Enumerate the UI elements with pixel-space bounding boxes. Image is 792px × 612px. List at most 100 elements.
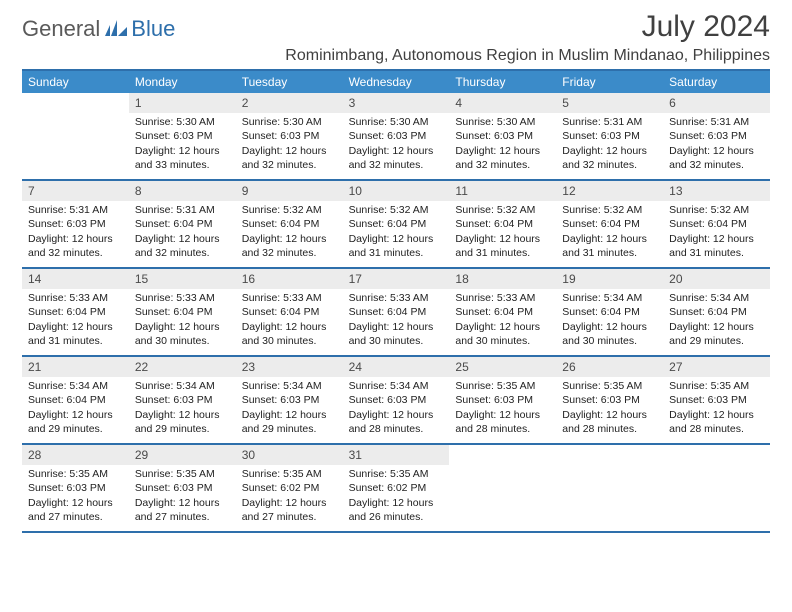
day-cell: 14Sunrise: 5:33 AMSunset: 6:04 PMDayligh…: [22, 269, 129, 355]
day-number: 23: [236, 357, 343, 377]
day-body: Sunrise: 5:31 AMSunset: 6:03 PMDaylight:…: [663, 113, 770, 176]
sunrise-text: Sunrise: 5:35 AM: [669, 379, 764, 393]
day-cell: 24 Sunrise: 5:34 AMSunset: 6:03 PMDayligh…: [343, 357, 450, 443]
weekday-header-row: SundayMondayTuesdayWednesdayThursdayFrid…: [22, 69, 770, 93]
day-body: Sunrise: 5:30 AMSunset: 6:03 PMDaylight:…: [343, 113, 450, 176]
week-row: 21Sunrise: 5:34 AMSunset: 6:04 PMDayligh…: [22, 357, 770, 445]
day-cell: 16Sunrise: 5:33 AMSunset: 6:04 PMDayligh…: [236, 269, 343, 355]
daylight-text: Daylight: 12 hours and 32 minutes.: [242, 232, 337, 260]
sunrise-text: Sunrise: 5:34 AM: [349, 379, 444, 393]
day-cell: [556, 445, 663, 531]
daylight-text: Daylight: 12 hours and 30 minutes.: [349, 320, 444, 348]
day-number: 30: [236, 445, 343, 465]
day-cell: 1Sunrise: 5:30 AMSunset: 6:03 PMDaylight…: [129, 93, 236, 179]
day-cell: 3Sunrise: 5:30 AMSunset: 6:03 PMDaylight…: [343, 93, 450, 179]
sunset-text: Sunset: 6:04 PM: [349, 305, 444, 319]
day-cell: 26Sunrise: 5:35 AMSunset: 6:03 PMDayligh…: [556, 357, 663, 443]
weekday-header-cell: Saturday: [663, 71, 770, 93]
daylight-text: Daylight: 12 hours and 32 minutes.: [455, 144, 550, 172]
day-body: Sunrise: 5:32 AMSunset: 6:04 PMDaylight:…: [236, 201, 343, 264]
calendar-grid: SundayMondayTuesdayWednesdayThursdayFrid…: [22, 69, 770, 533]
weekday-header-cell: Monday: [129, 71, 236, 93]
day-cell: 30Sunrise: 5:35 AMSunset: 6:02 PMDayligh…: [236, 445, 343, 531]
day-number: 5: [556, 93, 663, 113]
daylight-text: Daylight: 12 hours and 31 minutes.: [669, 232, 764, 260]
sunset-text: Sunset: 6:02 PM: [242, 481, 337, 495]
day-number: 10: [343, 181, 450, 201]
sunrise-text: Sunrise: 5:34 AM: [28, 379, 123, 393]
day-cell: 10Sunrise: 5:32 AMSunset: 6:04 PMDayligh…: [343, 181, 450, 267]
sunset-text: Sunset: 6:03 PM: [349, 393, 444, 407]
sunset-text: Sunset: 6:04 PM: [28, 305, 123, 319]
week-row: 7Sunrise: 5:31 AMSunset: 6:03 PMDaylight…: [22, 181, 770, 269]
day-cell: 28Sunrise: 5:35 AMSunset: 6:03 PMDayligh…: [22, 445, 129, 531]
title-block: July 2024 Rominimbang, Autonomous Region…: [285, 10, 770, 65]
sunset-text: Sunset: 6:04 PM: [242, 305, 337, 319]
daylight-text: Daylight: 12 hours and 30 minutes.: [455, 320, 550, 348]
sunrise-text: Sunrise: 5:34 AM: [242, 379, 337, 393]
day-number: 25: [449, 357, 556, 377]
sunset-text: Sunset: 6:04 PM: [135, 217, 230, 231]
day-number: 22: [129, 357, 236, 377]
sunset-text: Sunset: 6:04 PM: [455, 217, 550, 231]
sunrise-text: Sunrise: 5:34 AM: [562, 291, 657, 305]
day-body: Sunrise: 5:32 AMSunset: 6:04 PMDaylight:…: [663, 201, 770, 264]
sunset-text: Sunset: 6:03 PM: [562, 393, 657, 407]
day-body: Sunrise: 5:32 AMSunset: 6:04 PMDaylight:…: [343, 201, 450, 264]
sunrise-text: Sunrise: 5:30 AM: [349, 115, 444, 129]
day-body: Sunrise: 5:32 AMSunset: 6:04 PMDaylight:…: [449, 201, 556, 264]
logo-chart-icon: [105, 20, 127, 41]
day-number: 19: [556, 269, 663, 289]
daylight-text: Daylight: 12 hours and 31 minutes.: [349, 232, 444, 260]
sunrise-text: Sunrise: 5:33 AM: [349, 291, 444, 305]
sunrise-text: Sunrise: 5:32 AM: [349, 203, 444, 217]
day-number: 28: [22, 445, 129, 465]
day-number: 24: [343, 357, 450, 377]
day-body: Sunrise: 5:35 AMSunset: 6:03 PMDaylight:…: [22, 465, 129, 528]
day-body: Sunrise: 5:34 AMSunset: 6:04 PMDaylight:…: [556, 289, 663, 352]
daylight-text: Daylight: 12 hours and 31 minutes.: [455, 232, 550, 260]
daylight-text: Daylight: 12 hours and 30 minutes.: [242, 320, 337, 348]
day-cell: 13Sunrise: 5:32 AMSunset: 6:04 PMDayligh…: [663, 181, 770, 267]
day-body: Sunrise: 5:33 AMSunset: 6:04 PMDaylight:…: [236, 289, 343, 352]
day-body: Sunrise: 5:34 AMSunset: 6:03 PMDaylight:…: [129, 377, 236, 440]
daylight-text: Daylight: 12 hours and 27 minutes.: [242, 496, 337, 524]
day-body: Sunrise: 5:31 AMSunset: 6:03 PMDaylight:…: [22, 201, 129, 264]
day-cell: 11Sunrise: 5:32 AMSunset: 6:04 PMDayligh…: [449, 181, 556, 267]
daylight-text: Daylight: 12 hours and 28 minutes.: [349, 408, 444, 436]
sunrise-text: Sunrise: 5:33 AM: [135, 291, 230, 305]
day-body: Sunrise: 5:32 AMSunset: 6:04 PMDaylight:…: [556, 201, 663, 264]
sunrise-text: Sunrise: 5:31 AM: [669, 115, 764, 129]
sunset-text: Sunset: 6:03 PM: [242, 393, 337, 407]
weeks-container: 1Sunrise: 5:30 AMSunset: 6:03 PMDaylight…: [22, 93, 770, 533]
day-number: 1: [129, 93, 236, 113]
sunrise-text: Sunrise: 5:33 AM: [242, 291, 337, 305]
day-cell: 7Sunrise: 5:31 AMSunset: 6:03 PMDaylight…: [22, 181, 129, 267]
day-cell: 22Sunrise: 5:34 AMSunset: 6:03 PMDayligh…: [129, 357, 236, 443]
day-body: Sunrise: 5:33 AMSunset: 6:04 PMDaylight:…: [22, 289, 129, 352]
daylight-text: Daylight: 12 hours and 29 minutes.: [242, 408, 337, 436]
sunset-text: Sunset: 6:03 PM: [242, 129, 337, 143]
sunrise-text: Sunrise: 5:32 AM: [242, 203, 337, 217]
day-body: Sunrise: 5:34 AMSunset: 6:04 PMDaylight:…: [22, 377, 129, 440]
header: General Blue July 2024 Rominimbang, Auto…: [22, 10, 770, 65]
weekday-header-cell: Sunday: [22, 71, 129, 93]
day-body: Sunrise: 5:31 AMSunset: 6:04 PMDaylight:…: [129, 201, 236, 264]
daylight-text: Daylight: 12 hours and 29 minutes.: [28, 408, 123, 436]
day-cell: 19Sunrise: 5:34 AMSunset: 6:04 PMDayligh…: [556, 269, 663, 355]
day-body: Sunrise: 5:30 AMSunset: 6:03 PMDaylight:…: [129, 113, 236, 176]
sunset-text: Sunset: 6:04 PM: [455, 305, 550, 319]
sunrise-text: Sunrise: 5:32 AM: [669, 203, 764, 217]
daylight-text: Daylight: 12 hours and 28 minutes.: [562, 408, 657, 436]
week-row: 28Sunrise: 5:35 AMSunset: 6:03 PMDayligh…: [22, 445, 770, 533]
month-title: July 2024: [285, 10, 770, 44]
daylight-text: Daylight: 12 hours and 30 minutes.: [135, 320, 230, 348]
day-body: Sunrise: 5:30 AMSunset: 6:03 PMDaylight:…: [449, 113, 556, 176]
sunset-text: Sunset: 6:04 PM: [28, 393, 123, 407]
day-number: 2: [236, 93, 343, 113]
daylight-text: Daylight: 12 hours and 32 minutes.: [562, 144, 657, 172]
day-body: Sunrise: 5:35 AMSunset: 6:02 PMDaylight:…: [236, 465, 343, 528]
daylight-text: Daylight: 12 hours and 30 minutes.: [562, 320, 657, 348]
sunset-text: Sunset: 6:03 PM: [135, 393, 230, 407]
day-body: Sunrise: 5:30 AMSunset: 6:03 PMDaylight:…: [236, 113, 343, 176]
